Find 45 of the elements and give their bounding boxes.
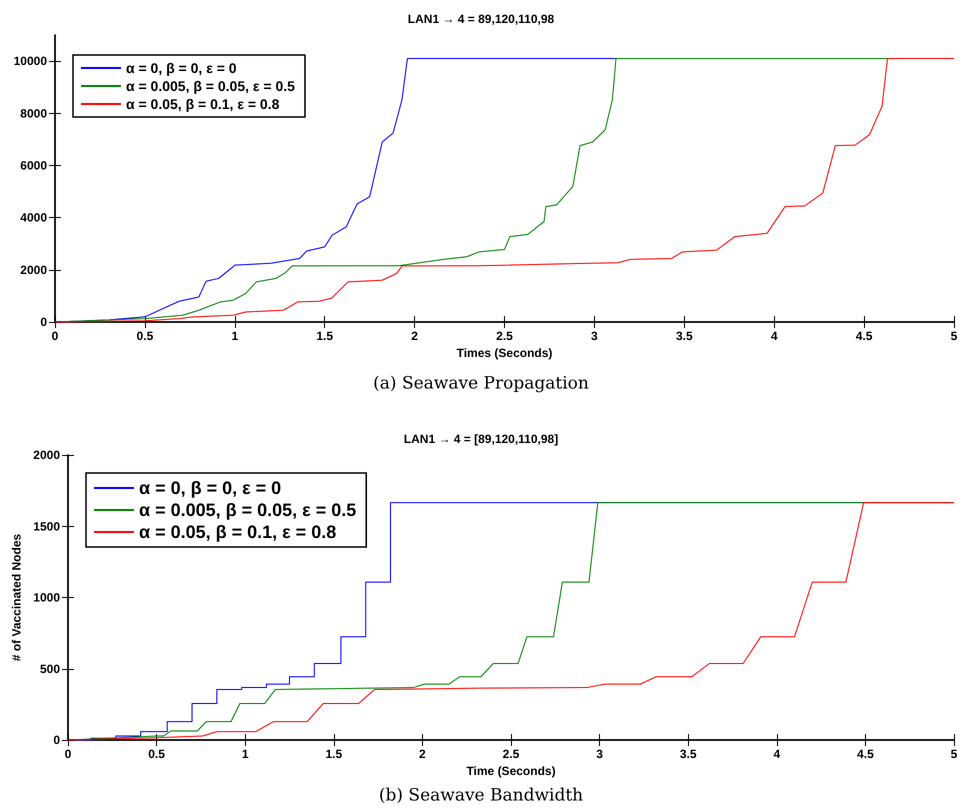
x-tick-label: 4.5 — [856, 329, 873, 343]
x-tick-label: 3 — [596, 747, 604, 761]
x-tick-label: 2 — [411, 329, 418, 343]
x-tick-label: 4 — [770, 329, 778, 343]
text: (a) Seawave Propagation — [373, 374, 589, 394]
y-axis-title: # of Vaccinated Nodes — [9, 533, 24, 662]
x-tick-label: 4.5 — [857, 747, 874, 761]
x-tick-label: 1.5 — [325, 747, 342, 761]
x-axis-title: Times (Seconds) — [456, 346, 552, 360]
x-tick-label: 5 — [950, 329, 958, 343]
chart-title: LAN1 → 4 = [89,120,110,98] — [404, 432, 558, 446]
x-tick-label: 1 — [231, 329, 238, 343]
x-tick-label: 3.5 — [680, 747, 697, 761]
legend-label: α = 0, β = 0, ε = 0 — [139, 478, 282, 498]
x-axis-title: Time (Seconds) — [466, 764, 556, 778]
y-tick-label: 8000 — [20, 106, 48, 120]
x-tick-label: 2 — [419, 747, 426, 761]
x-tick-label: 3 — [591, 329, 598, 343]
x-tick-label: 3.5 — [676, 329, 693, 343]
y-tick-label: 1000 — [33, 590, 60, 604]
legend-label: α = 0, β = 0, ε = 0 — [126, 60, 237, 76]
y-tick-label: 0 — [53, 733, 60, 747]
chart-title: LAN1 → 4 = 89,120,110,98 — [408, 12, 555, 26]
y-tick-label: 4000 — [20, 210, 48, 225]
x-tick-label: 1.5 — [316, 329, 334, 343]
legend-label: α = 0.05, β = 0.1, ε = 0.8 — [139, 522, 336, 542]
y-tick-label: 0 — [40, 315, 48, 329]
text: (b) Seawave Bandwidth — [378, 786, 584, 806]
x-tick-label: 2.5 — [496, 329, 514, 343]
y-tick-label: 10000 — [14, 54, 48, 68]
y-tick-label: 2000 — [33, 448, 60, 462]
legend-label: α = 0.005, β = 0.05, ε = 0.5 — [126, 78, 296, 94]
x-tick-label: 1 — [242, 747, 249, 761]
y-tick-label: 6000 — [20, 158, 48, 172]
x-tick-label: 4 — [773, 747, 780, 761]
y-tick-label: 1500 — [33, 519, 60, 534]
legend-label: α = 0.005, β = 0.05, ε = 0.5 — [139, 500, 356, 520]
x-tick-label: 5 — [950, 747, 958, 761]
y-tick-label: 2000 — [20, 262, 48, 277]
legend-label: α = 0.05, β = 0.1, ε = 0.8 — [126, 96, 280, 112]
x-tick-label: 2.5 — [502, 747, 520, 761]
x-tick-label: 0.5 — [148, 747, 166, 761]
x-tick-label: 0.5 — [136, 329, 154, 343]
x-tick-label: 0 — [64, 747, 72, 761]
y-tick-label: 500 — [40, 662, 60, 676]
